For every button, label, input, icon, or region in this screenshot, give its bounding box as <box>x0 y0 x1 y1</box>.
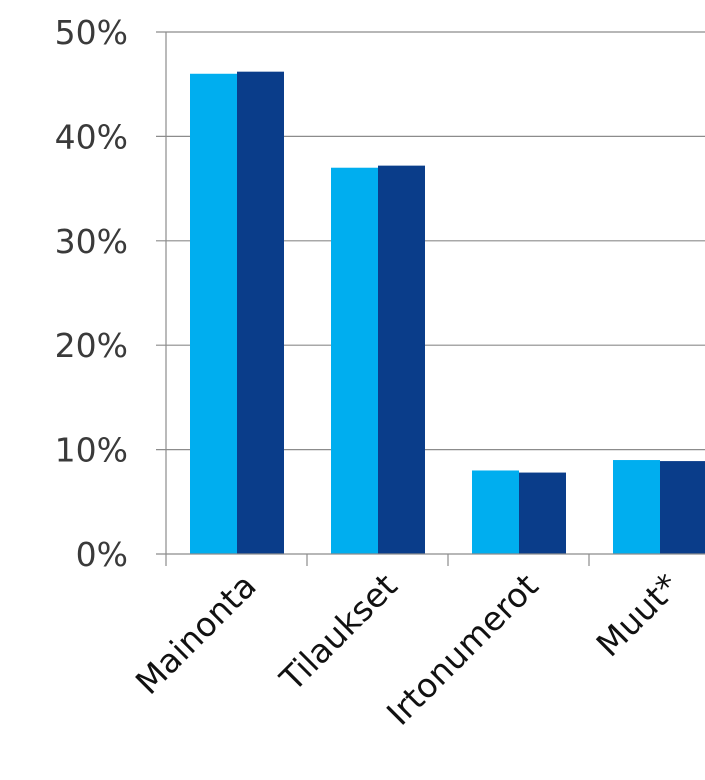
x-category-label: Irtonumerot <box>379 566 546 733</box>
bar <box>331 167 378 554</box>
y-tick-label: 20% <box>55 326 128 365</box>
x-category-label: Tilaukset <box>272 566 405 699</box>
x-axis-ticks <box>165 554 590 566</box>
bar <box>190 73 237 554</box>
bar <box>237 71 284 554</box>
y-tick-label: 10% <box>55 431 128 470</box>
x-category-label: Muut* <box>589 566 687 664</box>
y-tick-label: 0% <box>76 535 128 574</box>
bars <box>190 71 705 554</box>
y-tick-label: 40% <box>55 117 128 156</box>
y-tick-label: 30% <box>55 222 128 261</box>
bar <box>472 470 519 554</box>
axes <box>156 32 705 555</box>
bar <box>613 460 660 554</box>
y-axis-ticks: 0% 10% 20% 30% 40% 50% <box>55 13 128 574</box>
bar <box>660 461 705 554</box>
bar <box>378 165 425 554</box>
bar <box>519 472 566 554</box>
y-tick-label: 50% <box>55 13 128 52</box>
x-category-label: Mainonta <box>128 566 264 702</box>
